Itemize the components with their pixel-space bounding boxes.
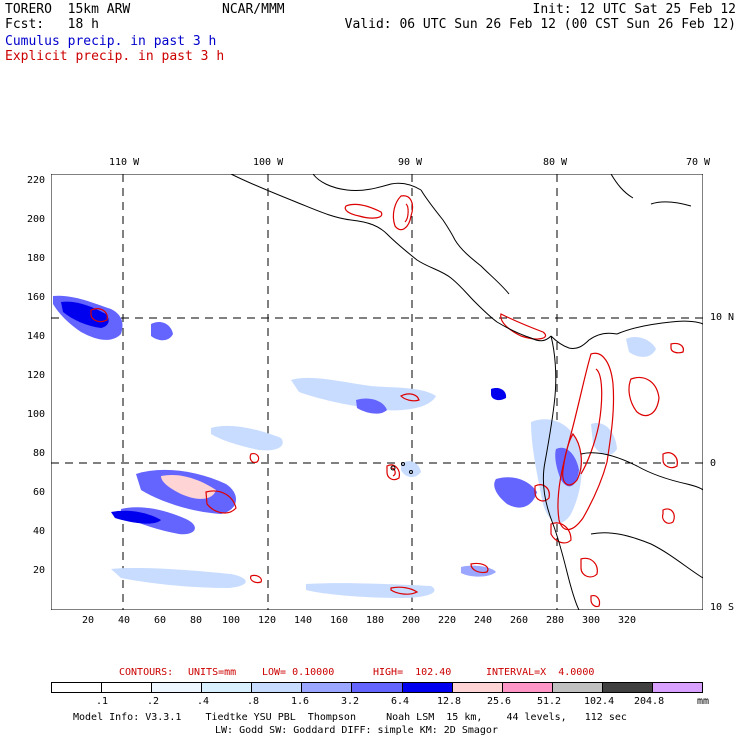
x-tick: 120	[258, 615, 277, 626]
init-time: Init: 12 UTC Sat 25 Feb 12	[532, 2, 737, 17]
colorbar-swatch	[152, 683, 203, 692]
model-info-physics: LW: Godd SW: Goddard DIFF: simple KM: 2D…	[215, 725, 498, 736]
x-tick: 220	[438, 615, 457, 626]
colorbar-tick: .1	[96, 696, 109, 707]
lon-label-100w: 100 W	[253, 157, 284, 168]
model-info: Model Info: V3.3.1 Tiedtke YSU PBL Thomp…	[73, 712, 627, 723]
colorbar-tick: .4	[197, 696, 210, 707]
colorbar-tick: 204.8	[634, 696, 665, 707]
colorbar-tick: 6.4	[391, 696, 410, 707]
x-tick: 100	[222, 615, 241, 626]
lon-label-110w: 110 W	[109, 157, 140, 168]
model-title: TORERO 15km ARW	[5, 2, 131, 17]
valid-time: Valid: 06 UTC Sun 26 Feb 12 (00 CST Sun …	[344, 17, 736, 32]
lon-label-90w: 90 W	[398, 157, 423, 168]
colorbar-swatch	[502, 683, 553, 692]
precip-map	[51, 174, 703, 610]
contours-label: CONTOURS:	[119, 667, 174, 678]
colorbar-tick: 51.2	[537, 696, 562, 707]
x-tick: 80	[190, 615, 203, 626]
colorbar-swatch	[402, 683, 453, 692]
colorbar-swatch	[452, 683, 503, 692]
x-tick: 200	[402, 615, 421, 626]
x-tick: 280	[546, 615, 565, 626]
colorbar-tick: 12.8	[437, 696, 462, 707]
x-tick: 20	[82, 615, 95, 626]
colorbar-tick: .2	[147, 696, 160, 707]
contours-high: HIGH= 102.40	[373, 667, 452, 678]
contours-interval: INTERVAL=X 4.0000	[486, 667, 595, 678]
lon-label-80w: 80 W	[543, 157, 568, 168]
colorbar-swatch	[652, 683, 703, 692]
colorbar-tick: 1.6	[291, 696, 310, 707]
forecast-hour: Fcst: 18 h	[5, 17, 99, 32]
contours-units: UNITS=mm	[188, 667, 237, 678]
y-tick: 80	[33, 448, 46, 459]
colorbar-tick: 102.4	[584, 696, 615, 707]
y-tick: 40	[33, 526, 46, 537]
y-tick: 180	[27, 253, 46, 264]
colorbar-tick: .8	[247, 696, 260, 707]
x-tick: 300	[582, 615, 601, 626]
org-label: NCAR/MMM	[222, 2, 285, 17]
y-tick: 200	[27, 214, 46, 225]
y-tick: 100	[27, 409, 46, 420]
cumulus-precip-label: Cumulus precip. in past 3 h	[5, 34, 217, 49]
colorbar-swatch	[102, 683, 153, 692]
x-tick: 260	[510, 615, 529, 626]
coastlines	[230, 174, 703, 610]
y-tick: 60	[33, 487, 46, 498]
y-tick: 20	[33, 565, 46, 576]
y-tick: 120	[27, 370, 46, 381]
colorbar-swatch	[552, 683, 603, 692]
x-tick: 140	[294, 615, 313, 626]
lat-lon-grid	[51, 174, 703, 610]
colorbar-tick: 3.2	[341, 696, 360, 707]
explicit-precip-contours	[90, 195, 684, 608]
x-tick: 240	[474, 615, 493, 626]
contours-low: LOW= 0.10000	[262, 667, 335, 678]
colorbar-swatch	[252, 683, 303, 692]
x-tick: 160	[330, 615, 349, 626]
colorbar-swatch	[52, 683, 103, 692]
lat-label-0: 0	[710, 458, 717, 469]
lat-label-10n: 10 N	[710, 312, 735, 323]
x-tick: 40	[118, 615, 131, 626]
lat-label-10s: 10 S	[710, 602, 735, 613]
colorbar-swatch	[602, 683, 653, 692]
colorbar-swatch	[302, 683, 353, 692]
colorbar-swatch	[202, 683, 253, 692]
x-tick: 320	[618, 615, 637, 626]
y-tick: 160	[27, 292, 46, 303]
lon-label-70w: 70 W	[686, 157, 711, 168]
colorbar	[51, 682, 703, 693]
colorbar-swatch	[352, 683, 403, 692]
y-tick: 220	[27, 175, 46, 186]
x-tick: 60	[154, 615, 167, 626]
colorbar-unit: mm	[697, 696, 710, 707]
colorbar-tick: 25.6	[487, 696, 512, 707]
explicit-precip-label: Explicit precip. in past 3 h	[5, 49, 225, 64]
x-tick: 180	[366, 615, 385, 626]
y-tick: 140	[27, 331, 46, 342]
